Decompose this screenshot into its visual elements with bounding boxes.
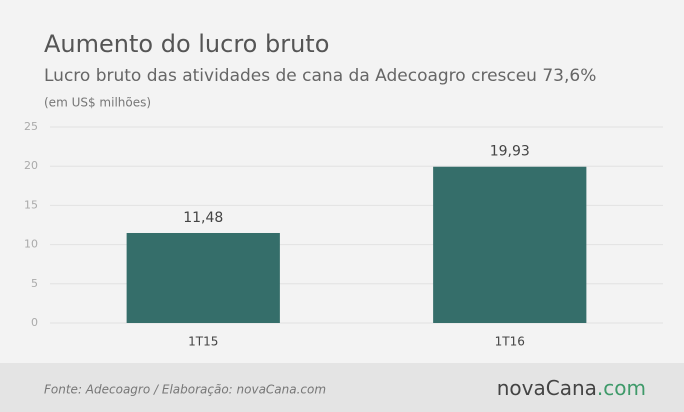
x-tick-label: 1T16 [495, 335, 525, 349]
y-tick-label: 15 [24, 198, 38, 211]
value-label: 19,93 [490, 144, 530, 160]
y-tick-label: 25 [24, 120, 38, 133]
logo-part: Cana [546, 376, 597, 400]
bar [126, 232, 280, 323]
logo: novaCana.com [497, 376, 646, 400]
y-tick-label: 20 [24, 159, 38, 172]
unit-note: (em US$ milhões) [44, 96, 151, 110]
y-tick-label: 10 [24, 238, 38, 251]
y-tick-label: 5 [31, 277, 38, 290]
logo-part: nova [497, 376, 546, 400]
bar [433, 166, 587, 323]
source: Fonte: Adecoagro / Elaboração: novaCana.… [44, 383, 326, 397]
logo-part: .com [597, 376, 646, 400]
chart-title: Aumento do lucro bruto [44, 30, 329, 58]
y-tick-label: 0 [31, 316, 38, 329]
value-label: 11,48 [183, 210, 223, 226]
footer-band [0, 363, 684, 412]
chart-subtitle: Lucro bruto das atividades de cana da Ad… [44, 66, 596, 86]
x-tick-label: 1T15 [188, 335, 218, 349]
